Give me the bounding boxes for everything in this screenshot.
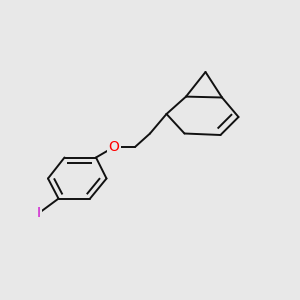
Text: O: O	[109, 140, 119, 154]
Text: I: I	[37, 206, 41, 220]
